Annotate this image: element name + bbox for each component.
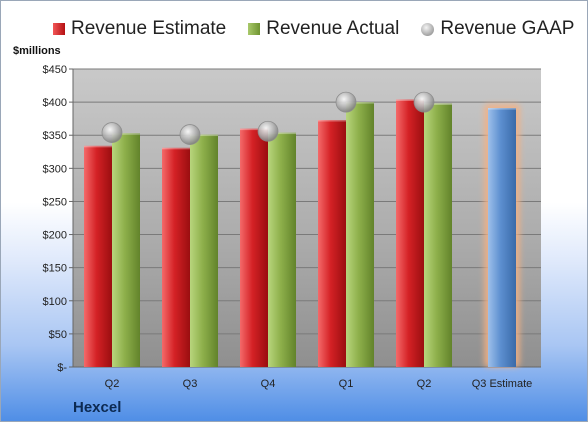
- y-tick-label: $450: [43, 64, 67, 76]
- y-tick-label: $100: [43, 296, 67, 308]
- y-tick-label: $250: [43, 196, 67, 208]
- bar-revenue-estimate: [162, 147, 190, 367]
- bar-revenue-estimate: [84, 145, 112, 367]
- bar-revenue-estimate-highlight: [162, 147, 190, 150]
- x-tick-label: Q3: [183, 378, 198, 390]
- y-tick-label: $50: [49, 329, 67, 341]
- bar-revenue-estimate-highlight: [84, 145, 112, 148]
- y-axis-unit-label: $millions: [13, 45, 61, 57]
- legend-item-actual: Revenue Actual: [248, 18, 399, 40]
- bar-q3-estimate-highlight: [488, 108, 516, 110]
- bar-revenue-actual: [268, 132, 296, 367]
- x-tick-label: Q2: [105, 378, 120, 390]
- bar-revenue-actual-highlight: [424, 103, 452, 105]
- marker-revenue-gaap: [335, 91, 357, 113]
- legend-label-estimate: Revenue Estimate: [71, 18, 227, 39]
- y-tick-label: $200: [43, 230, 67, 242]
- bar-revenue-actual: [112, 133, 140, 367]
- legend-label-actual: Revenue Actual: [266, 18, 400, 39]
- marker-revenue-gaap: [179, 124, 201, 145]
- legend-marker-gaap: [421, 22, 435, 36]
- bar-revenue-actual-highlight: [112, 133, 140, 135]
- legend-swatch-actual: [248, 23, 261, 35]
- bar-revenue-estimate-highlight: [240, 128, 268, 131]
- legend-swatch-estimate: [53, 23, 65, 35]
- legend-item-estimate: Revenue Estimate: [53, 18, 226, 40]
- bar-revenue-estimate: [396, 99, 424, 367]
- y-tick-label: $400: [43, 97, 67, 109]
- bar-revenue-estimate: [240, 128, 268, 367]
- bar-revenue-actual: [346, 102, 374, 367]
- bar-revenue-actual-highlight: [268, 132, 296, 135]
- marker-revenue-gaap: [413, 91, 435, 113]
- legend-label-gaap: Revenue GAAP: [440, 18, 575, 39]
- legend: Revenue Estimate Revenue Actual Revenue …: [53, 15, 574, 43]
- y-tick-label: $300: [43, 163, 67, 175]
- bar-revenue-estimate-highlight: [318, 119, 346, 122]
- bar-revenue-actual: [190, 134, 218, 367]
- legend-item-gaap: Revenue GAAP: [421, 18, 574, 40]
- bar-revenue-actual: [424, 103, 452, 368]
- y-tick-label: $350: [43, 130, 67, 142]
- marker-revenue-gaap: [101, 122, 123, 143]
- plot-area: [73, 69, 541, 367]
- x-tick-label: Q4: [261, 378, 276, 390]
- y-tick-label: $-: [57, 362, 67, 374]
- bar-q3-estimate: [488, 108, 516, 368]
- bar-revenue-estimate-highlight: [396, 99, 424, 101]
- x-tick-label: Q3 Estimate: [472, 378, 533, 390]
- y-tick-label: $150: [43, 263, 67, 275]
- bar-revenue-actual-highlight: [346, 102, 374, 104]
- bar-revenue-actual-highlight: [190, 134, 218, 137]
- bar-revenue-estimate: [318, 119, 346, 367]
- company-name: Hexcel: [73, 399, 122, 416]
- x-tick-label: Q2: [417, 378, 432, 390]
- x-tick-label: Q1: [339, 378, 354, 390]
- marker-revenue-gaap: [257, 120, 279, 142]
